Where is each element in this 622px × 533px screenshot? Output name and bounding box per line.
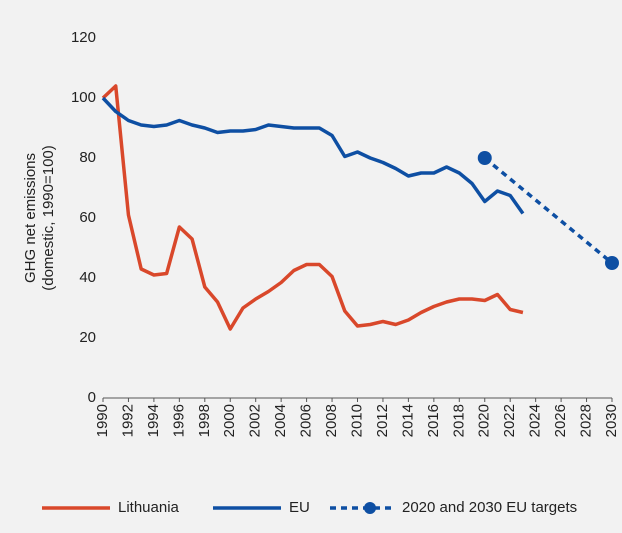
series-line (101, 96, 525, 215)
y-tick-label: 120 (71, 29, 96, 46)
x-tick-label: 1992 (119, 404, 136, 437)
y-tick-label: 20 (79, 329, 96, 346)
y-tick-label: 0 (88, 389, 96, 406)
x-tick-label: 2004 (272, 404, 289, 437)
series-line (101, 84, 524, 331)
legend-label: 2020 and 2030 EU targets (402, 499, 577, 516)
y-axis-title: GHG net emissions (domestic, 1990=100) (22, 145, 57, 291)
x-tick-label: 2010 (348, 404, 365, 437)
x-tick-label: 1998 (196, 404, 213, 437)
x-tick-label: 2024 (527, 404, 544, 437)
legend-label: Lithuania (118, 499, 180, 516)
legend-label: EU (289, 499, 310, 516)
y-tick-label: 80 (79, 149, 96, 166)
x-tick-label: 2026 (552, 404, 569, 437)
x-tick-label: 2014 (399, 404, 416, 437)
y-tick-label: 40 (79, 269, 96, 286)
series-marker (477, 151, 492, 165)
x-tick-label: 2002 (247, 404, 264, 437)
x-tick-label: 2018 (450, 404, 467, 437)
x-tick-label: 2000 (221, 404, 238, 437)
x-tick-label: 1994 (145, 404, 162, 437)
y-tick-label: 100 (71, 89, 96, 106)
y-axis-title-line: (domestic, 1990=100) (40, 145, 57, 291)
legend-marker (364, 502, 376, 514)
x-tick-label: 1990 (94, 404, 111, 437)
series-marker (605, 256, 619, 270)
x-tick-label: 2008 (323, 404, 340, 437)
x-tick-label: 2016 (425, 404, 442, 437)
x-tick-label: 2022 (501, 404, 518, 437)
x-tick-label: 2012 (374, 404, 391, 437)
y-tick-label: 60 (79, 209, 96, 226)
x-tick-label: 2006 (298, 404, 315, 437)
x-tick-label: 2028 (578, 404, 595, 437)
x-tick-label: 2020 (476, 404, 493, 437)
x-tick-label: 1996 (170, 404, 187, 437)
x-tick-label: 2030 (603, 404, 620, 437)
y-axis-title-line: GHG net emissions (22, 153, 39, 283)
series-line (483, 156, 614, 265)
